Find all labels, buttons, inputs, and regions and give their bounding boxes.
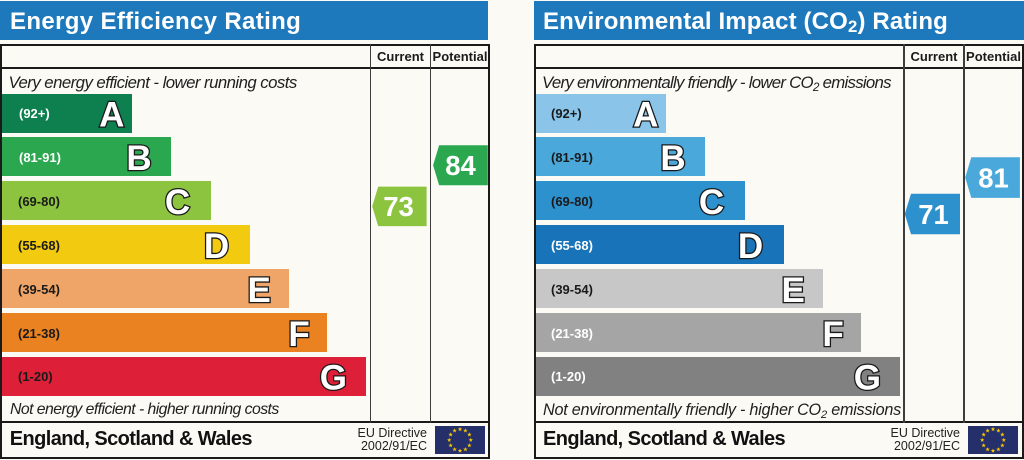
svg-text:F: F [822,315,843,354]
svg-text:G: G [320,359,347,398]
svg-text:E: E [782,271,805,310]
svg-text:D: D [204,227,229,266]
svg-text:A: A [633,95,658,134]
svg-text:84: 84 [445,150,476,181]
svg-text:E: E [248,271,271,310]
svg-text:D: D [738,227,763,266]
svg-text:F: F [288,315,309,354]
svg-text:B: B [660,139,685,178]
svg-text:71: 71 [918,199,949,230]
svg-text:73: 73 [383,191,414,222]
svg-text:G: G [854,359,881,398]
svg-text:B: B [126,139,151,178]
svg-text:81: 81 [978,162,1009,193]
svg-text:C: C [165,183,190,222]
svg-text:A: A [99,95,124,134]
svg-text:C: C [699,183,724,222]
